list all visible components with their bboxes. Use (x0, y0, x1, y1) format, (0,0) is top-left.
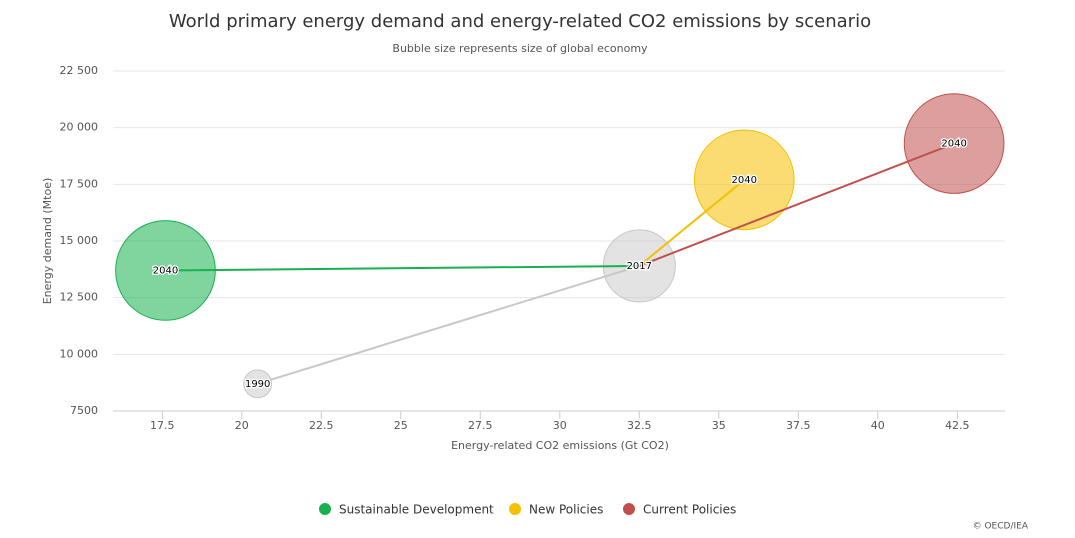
x-tick-label: 20 (235, 419, 249, 432)
x-tick-label: 32.5 (627, 419, 652, 432)
scenario-line (638, 142, 955, 267)
scenario-line (638, 179, 745, 267)
y-axis-title: Energy demand (Mtoe) (41, 178, 54, 305)
y-tick-label: 20 000 (60, 121, 99, 134)
legend-marker (319, 503, 331, 515)
x-tick-label: 25 (394, 419, 408, 432)
x-tick-label: 35 (712, 419, 726, 432)
y-tick-label: 22 500 (60, 64, 99, 77)
scenario-line (165, 264, 640, 272)
y-tick-label: 7500 (70, 404, 98, 417)
x-tick-label: 37.5 (786, 419, 811, 432)
x-axis-title: Energy-related CO2 emissions (Gt CO2) (451, 439, 669, 452)
credit: © OECD/IEA (973, 522, 1029, 532)
legend-marker (623, 503, 635, 515)
legend-label: Current Policies (643, 503, 736, 517)
data-label: 2040 (732, 175, 757, 186)
legend-label: Sustainable Development (339, 503, 494, 517)
data-label: 1990 (245, 379, 270, 390)
bubble (243, 369, 273, 399)
x-tick-label: 42.5 (945, 419, 970, 432)
history-line (257, 264, 640, 385)
chart-title: World primary energy demand and energy-r… (169, 11, 871, 32)
chart-subtitle: Bubble size represents size of global ec… (392, 42, 648, 55)
data-label: 2040 (153, 265, 178, 276)
x-tick-label: 30 (553, 419, 567, 432)
x-tick-label: 22.5 (309, 419, 334, 432)
x-tick-label: 40 (871, 419, 885, 432)
y-tick-label: 10 000 (60, 347, 99, 360)
x-tick-label: 17.5 (150, 419, 175, 432)
legend-label: New Policies (529, 503, 603, 517)
legend-marker (509, 503, 521, 515)
x-tick-label: 27.5 (468, 419, 493, 432)
y-tick-label: 17 500 (60, 177, 99, 190)
y-tick-label: 12 500 (60, 291, 99, 304)
data-label: 2017 (627, 261, 652, 272)
y-tick-label: 15 000 (60, 234, 99, 247)
data-label: 2040 (941, 139, 966, 150)
